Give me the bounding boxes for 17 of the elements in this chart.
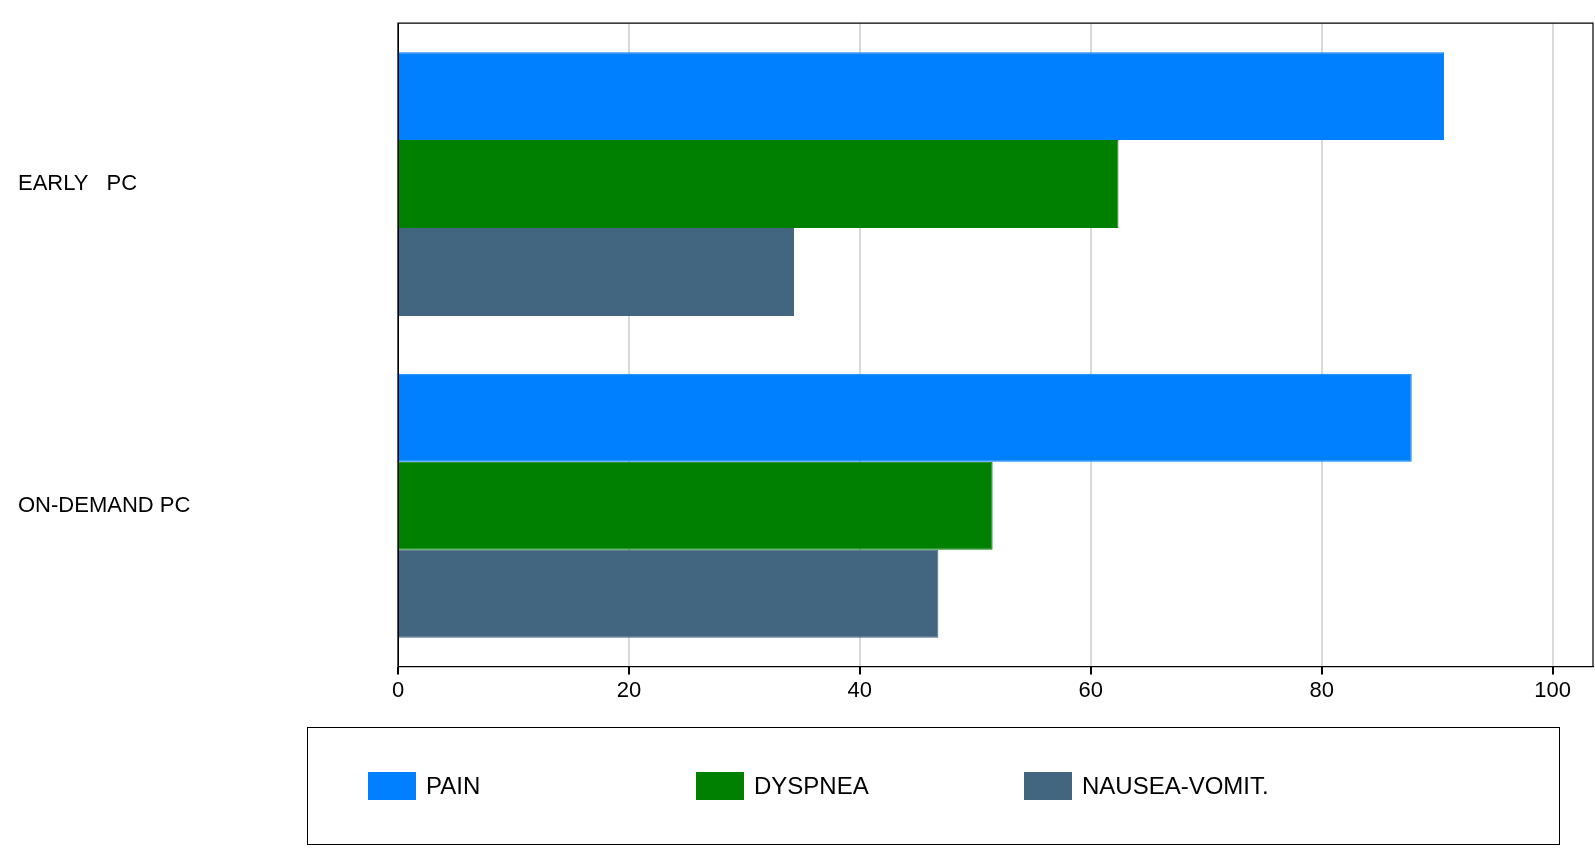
bar — [399, 140, 1119, 229]
x-tick-label: 80 — [1309, 676, 1334, 702]
legend-label: NAUSEA-VOMIT. — [1082, 772, 1270, 800]
bar — [399, 52, 1445, 141]
bar — [399, 228, 795, 316]
x-tick-label: 40 — [847, 676, 873, 702]
bar — [399, 549, 939, 638]
x-tick-label: 20 — [616, 676, 642, 702]
x-tick-label: 60 — [1078, 676, 1103, 702]
y-tick-label: ON-DEMAND PC — [18, 491, 191, 517]
x-tick-label: 100 — [1534, 676, 1571, 702]
y-tick-label: EARLY PC — [18, 170, 138, 196]
bar — [399, 373, 1412, 462]
x-tick-label: 0 — [391, 676, 405, 702]
legend-label: PAIN — [426, 772, 482, 800]
bar — [399, 461, 993, 550]
legend-label: DYSPNEA — [754, 772, 870, 800]
